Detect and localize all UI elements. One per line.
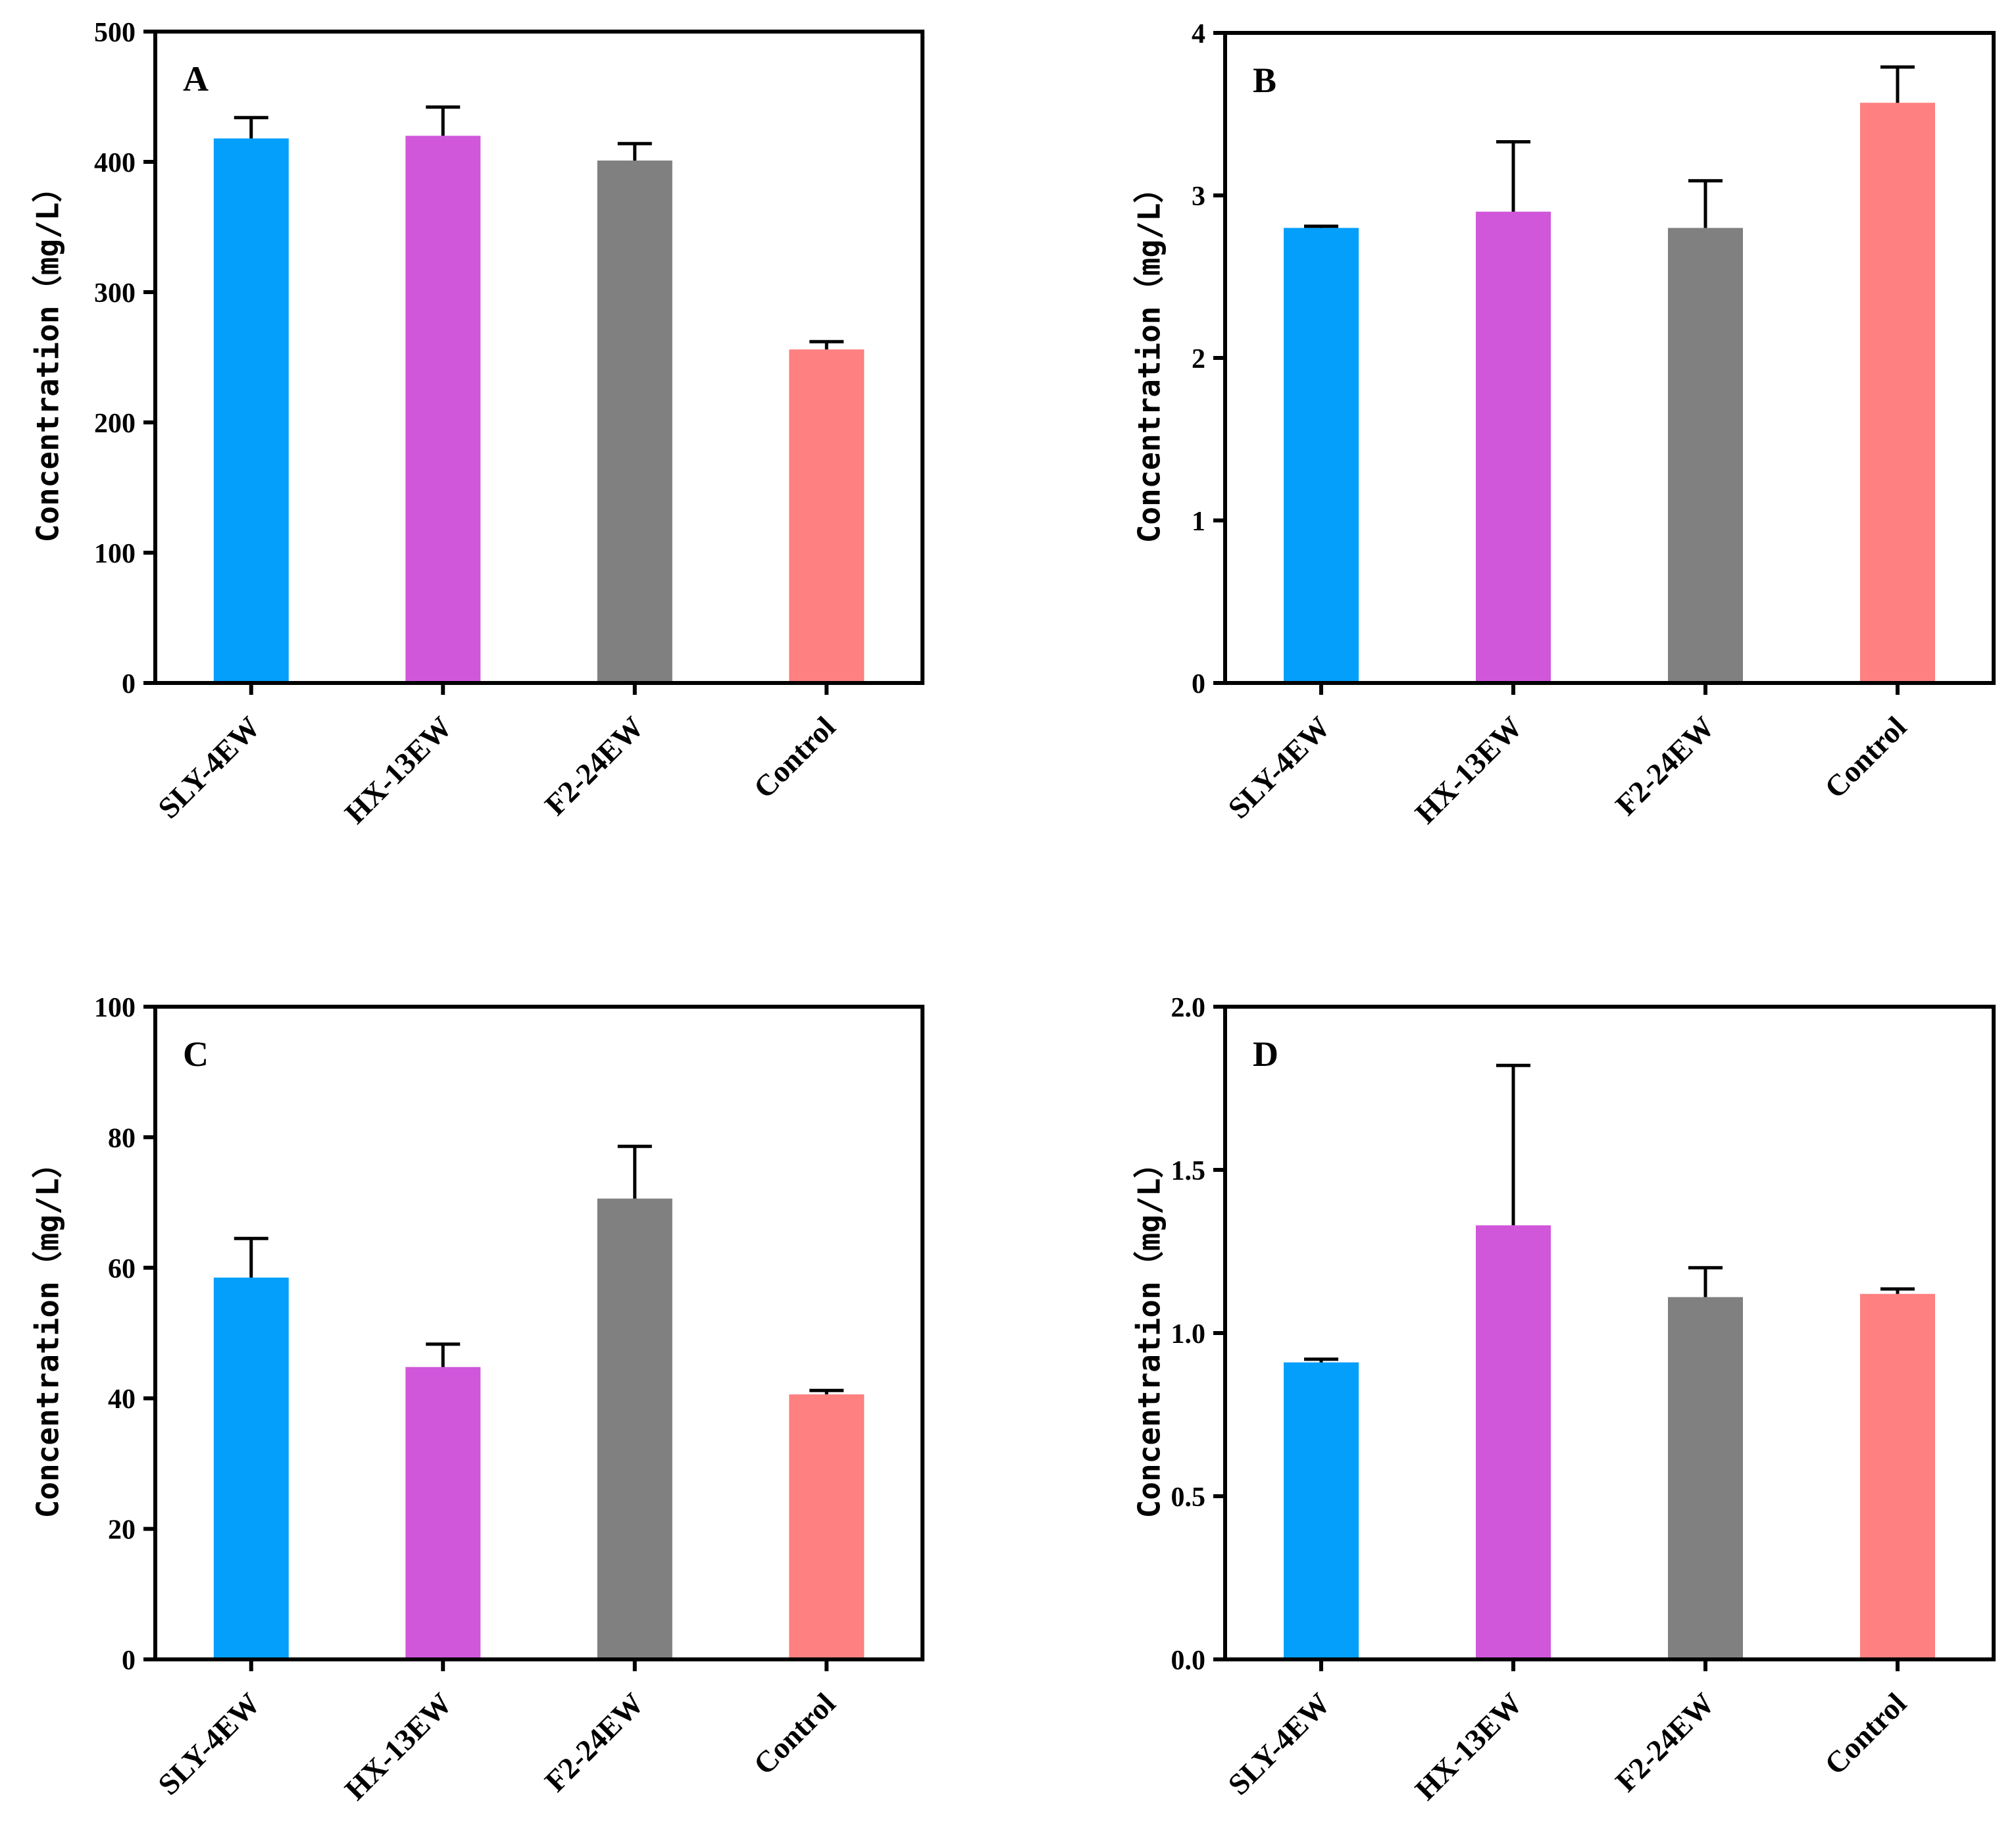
panel-a-y-tick-label: 300 — [94, 278, 136, 309]
panel-d-bar-f2-24ew — [1668, 1297, 1743, 1659]
panel-b-category-label: HX-13EW — [1409, 710, 1528, 830]
panel-a-bar-control — [789, 349, 865, 683]
panel-b-bar-sly-4ew — [1284, 228, 1359, 683]
panel-c-bar-control — [789, 1394, 865, 1659]
panel-d-category-label: SLY-4EW — [1221, 1686, 1336, 1802]
panel-b-letter: B — [1253, 61, 1276, 100]
panel-a-category-label: HX-13EW — [338, 710, 458, 830]
panel-a-y-tick-label: 200 — [94, 409, 136, 439]
panel-c-category-label: Control — [747, 1686, 842, 1781]
panel-a-bar-sly-4ew — [213, 138, 289, 683]
panel-c-letter: C — [183, 1034, 209, 1074]
panel-d-bar-sly-4ew — [1284, 1362, 1359, 1659]
panel-d-y-tick-label: 1.0 — [1171, 1319, 1206, 1349]
panel-c-bar-hx-13ew — [405, 1367, 481, 1659]
panel-b-y-tick-label: 2 — [1192, 344, 1205, 374]
panel-a-y-tick-label: 400 — [94, 148, 136, 178]
panel-a-y-tick-label: 100 — [94, 539, 136, 569]
panel-a-frame — [155, 30, 924, 683]
panel-d-bar-control — [1860, 1294, 1935, 1659]
panel-d-letter: D — [1253, 1034, 1278, 1074]
panel-b-y-tick-label: 1 — [1192, 507, 1205, 537]
panel-a-bar-hx-13ew — [405, 136, 481, 683]
panel-b-frame — [1225, 31, 1996, 683]
panel-d-category-label: Control — [1818, 1686, 1913, 1781]
panel-c-bar-sly-4ew — [213, 1277, 289, 1659]
panel-d-y-tick-label: 0.0 — [1171, 1646, 1206, 1676]
panel-a-y-tick-label: 0 — [122, 669, 136, 699]
panel-c-category-label: F2-24EW — [538, 1686, 650, 1798]
panel-c-category-label: SLY-4EW — [151, 1686, 266, 1802]
panel-b-y-axis-title: Concentration（mg/L） — [1132, 173, 1167, 543]
panel-a-y-tick-label: 500 — [94, 18, 136, 48]
panel-c-bar-f2-24ew — [597, 1198, 672, 1659]
panel-b-y-tick-label: 4 — [1192, 19, 1205, 49]
panel-b-category-label: F2-24EW — [1609, 710, 1721, 822]
panel-a-category-label: Control — [747, 710, 842, 805]
panel-b: 0 1 2 3 4 SLY-4EW HX-13EW F2-24EW Control Concent… — [1132, 19, 1996, 830]
panel-d-category-label: HX-13EW — [1409, 1686, 1528, 1806]
panel-c-frame — [155, 1005, 924, 1659]
panel-b-category-label: Control — [1818, 710, 1913, 805]
panel-a-letter: A — [183, 59, 209, 99]
panel-c-category-label: HX-13EW — [338, 1686, 458, 1806]
panel-d-y-tick-label: 0.5 — [1171, 1482, 1206, 1513]
panel-c-y-axis-title: Concentration（mg/L） — [30, 1148, 66, 1519]
panel-d-y-axis-title: Concentration（mg/L） — [1132, 1148, 1167, 1519]
panel-b-bar-hx-13ew — [1476, 211, 1551, 683]
panel-c-y-tick-label: 60 — [108, 1254, 136, 1284]
panel-a-bar-f2-24ew — [597, 161, 672, 683]
panel-c-y-tick-label: 100 — [94, 993, 136, 1023]
panel-a-category-label: SLY-4EW — [151, 710, 266, 825]
panel-c-y-tick-label: 20 — [108, 1515, 136, 1546]
panel-c-y-tick-label: 0 — [122, 1646, 136, 1676]
panel-b-bar-f2-24ew — [1668, 228, 1743, 683]
panel-d-frame — [1225, 1005, 1996, 1659]
panel-a-y-axis-title: Concentration（mg/L） — [30, 172, 66, 543]
panel-a: 0 100 200 300 400 500 SLY-4EW HX-13EW F2-24EW Con… — [30, 18, 924, 830]
panel-b-y-tick-label: 0 — [1192, 669, 1205, 699]
panel-b-y-tick-label: 3 — [1192, 182, 1205, 212]
panel-d-y-tick-label: 2.0 — [1171, 993, 1206, 1023]
panel-a-category-label: F2-24EW — [538, 710, 650, 822]
panel-d-y-tick-label: 1.5 — [1171, 1156, 1206, 1186]
panel-c: 0 20 40 60 80 100 SLY-4EW HX-13EW F2-24EW Control… — [30, 993, 924, 1806]
panel-c-y-tick-label: 40 — [108, 1384, 136, 1415]
panel-c-y-tick-label: 80 — [108, 1123, 136, 1153]
panel-d-category-label: F2-24EW — [1609, 1686, 1721, 1798]
panel-d: 0.0 0.5 1.0 1.5 2.0 SLY-4EW HX-13EW F2-24EW Cont… — [1132, 993, 1996, 1806]
panel-b-bar-control — [1860, 103, 1935, 683]
panel-b-category-label: SLY-4EW — [1221, 710, 1336, 825]
panel-d-bar-hx-13ew — [1476, 1225, 1551, 1659]
